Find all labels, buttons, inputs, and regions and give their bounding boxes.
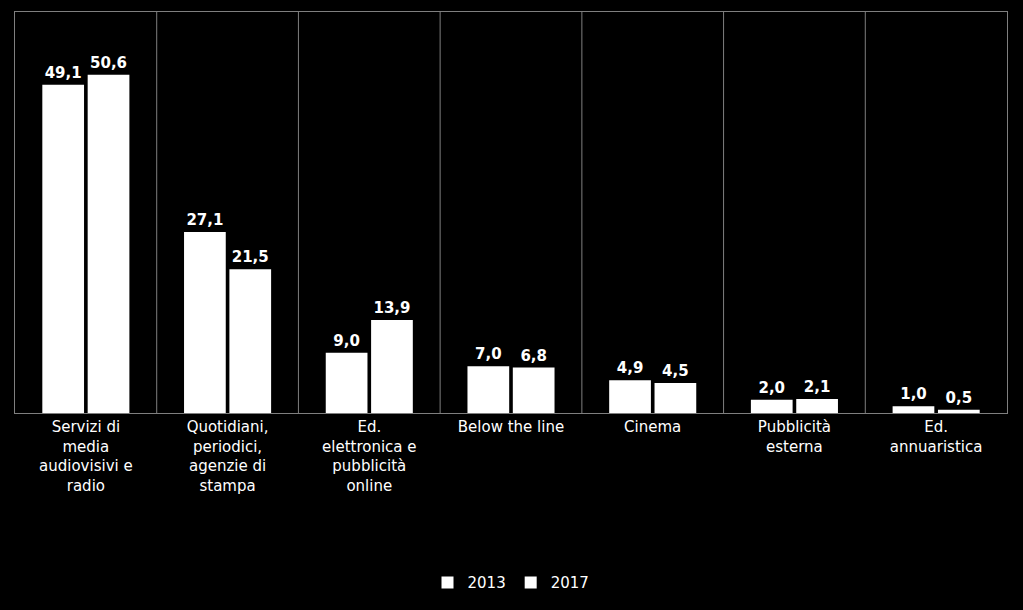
svg-text:9,0: 9,0 — [333, 332, 360, 350]
svg-text:Servizi dimediaaudiovisivi era: Servizi dimediaaudiovisivi eradio — [39, 418, 133, 495]
svg-text:Below the line: Below the line — [458, 418, 564, 436]
svg-text:21,5: 21,5 — [232, 248, 269, 266]
svg-text:2013: 2013 — [468, 574, 506, 592]
svg-text:7,0: 7,0 — [475, 345, 502, 363]
svg-text:2017: 2017 — [551, 574, 589, 592]
svg-text:50,6: 50,6 — [90, 54, 127, 72]
svg-text:Ed.annuaristica: Ed.annuaristica — [890, 418, 983, 456]
svg-text:27,1: 27,1 — [186, 211, 223, 229]
svg-text:49,1: 49,1 — [45, 64, 82, 82]
svg-text:2,1: 2,1 — [804, 378, 831, 396]
svg-text:Ed.elettronica epubblicitàonli: Ed.elettronica epubblicitàonline — [322, 418, 417, 495]
svg-text:Cinema: Cinema — [624, 418, 681, 436]
svg-text:4,9: 4,9 — [617, 359, 644, 377]
svg-text:2,0: 2,0 — [758, 379, 785, 397]
svg-text:1,0: 1,0 — [900, 385, 927, 403]
svg-text:4,5: 4,5 — [662, 362, 689, 380]
svg-text:Quotidiani,periodici,agenzie d: Quotidiani,periodici,agenzie distampa — [187, 418, 269, 495]
svg-text:13,9: 13,9 — [373, 299, 410, 317]
svg-text:0,5: 0,5 — [946, 389, 973, 407]
svg-text:6,8: 6,8 — [520, 347, 547, 365]
svg-text:Pubblicitàesterna: Pubblicitàesterna — [758, 418, 831, 456]
